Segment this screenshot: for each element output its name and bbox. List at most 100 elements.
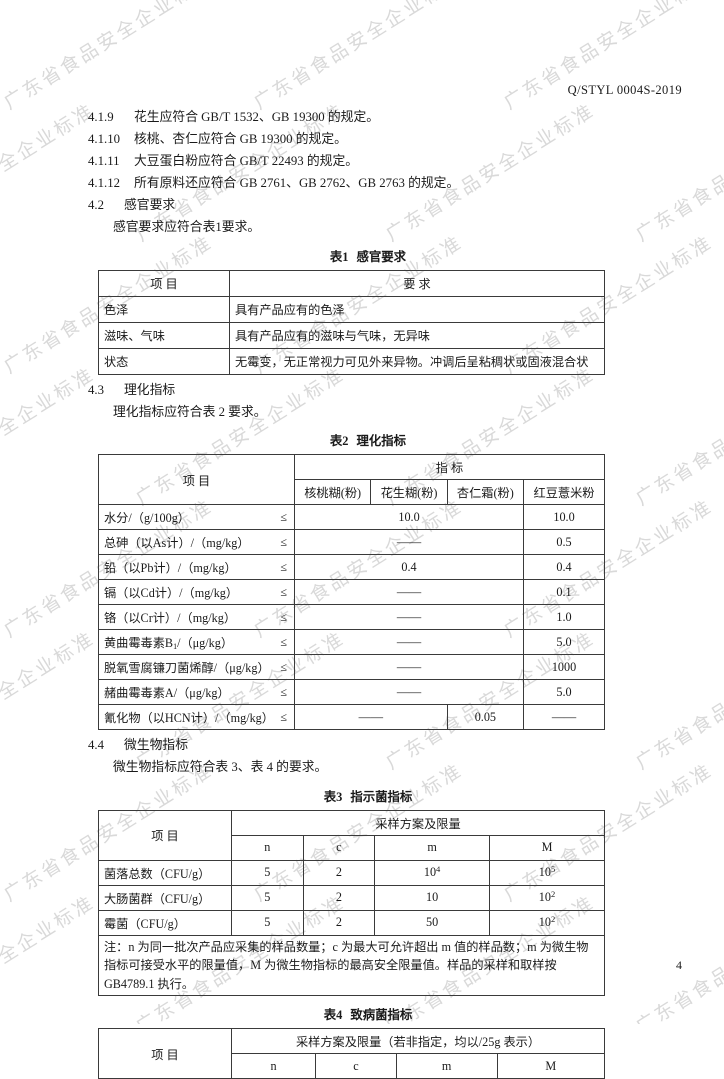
cell-last-value: 0.1: [523, 579, 605, 605]
item-label: 铅（以Pb计）/（mg/kg）: [104, 561, 237, 575]
cell-item: 菌落总数（CFU/g）: [98, 859, 232, 886]
cell-c: 2: [302, 909, 376, 936]
cell-item: 镉（以Cd计）/（mg/kg） ≤: [98, 579, 295, 605]
table-header-row: 项 目 采样方案及限量（若非指定，均以/25g 表示）: [98, 1028, 605, 1079]
cell-third-value: 0.05: [446, 704, 525, 730]
header-peanut-paste: 花生糊(粉): [370, 479, 448, 505]
cell-item: 黄曲霉毒素B1/（μg/kg） ≤: [98, 629, 295, 655]
cell-item: 色泽: [98, 295, 230, 323]
clause-text: 花生应符合 GB/T 1532、GB 19300 的规定。: [134, 110, 380, 124]
section-number: 4.3: [88, 382, 104, 397]
cell-M: 102: [489, 884, 605, 911]
table-4-name: 致病菌指标: [350, 1008, 413, 1022]
table-row: 铅（以Pb计）/（mg/kg） ≤ 0.4 0.4: [98, 554, 605, 580]
header-sampling-scheme: 采样方案及限量（若非指定，均以/25g 表示）: [231, 1028, 605, 1054]
cell-item: 霉菌（CFU/g）: [98, 909, 232, 936]
table-row: 色泽 具有产品应有的色泽: [98, 295, 605, 323]
cell-item: 水分/（g/100g） ≤: [98, 504, 295, 530]
table-sensory-requirements: 项 目 要 求 色泽 具有产品应有的色泽 滋味、气味 具有产品应有的滋味与气味，…: [98, 269, 605, 375]
M-exponent: 2: [550, 889, 556, 899]
table-indicator-bacteria: 项 目 采样方案及限量 n c m M 菌落总数（CFU/g） 5 2 104 …: [98, 809, 605, 997]
comparison-operator: ≤: [280, 509, 287, 524]
table-row: 镉（以Cd计）/（mg/kg） ≤ —— 0.1: [98, 579, 605, 605]
header-m-lower: m: [395, 1053, 498, 1079]
cell-merged-value: ——: [294, 704, 448, 730]
table-2-label: 表2: [329, 434, 349, 448]
cell-last-value: 1000: [523, 654, 605, 680]
item-label: 氰化物（以HCN计）/（mg/kg）: [104, 711, 274, 725]
M-base: 10: [538, 915, 551, 929]
header-m-lower: m: [374, 834, 491, 861]
cell-last-value: 0.5: [523, 529, 605, 555]
item-label: 黄曲霉毒素B1/（μg/kg）: [104, 636, 234, 651]
table-row: 水分/（g/100g） ≤ 10.0 10.0: [98, 504, 605, 530]
section-number: 4.2: [88, 198, 104, 212]
cell-item: 总砷（以As计）/（mg/kg） ≤: [98, 529, 295, 555]
clause-4-1-11: 4.1.11 大豆蛋白粉应符合 GB/T 22493 的规定。: [88, 152, 648, 172]
cell-item: 铬（以Cr计）/（mg/kg） ≤: [98, 604, 295, 630]
header-n: n: [230, 1053, 317, 1079]
document-standard-code: Q/STYL 0004S-2019: [567, 83, 682, 97]
m-base: 10: [423, 865, 437, 879]
cell-merged-value: ——: [293, 529, 525, 555]
section-number: 4.4: [88, 738, 104, 752]
document-page: Q/STYL 0004S-2019 4.1.9 花生应符合 GB/T 1532、G…: [88, 83, 682, 1079]
header-requirement: 要 求: [229, 269, 605, 297]
cell-M: 102: [489, 909, 605, 936]
table-note-row: 注：n 为同一批次产品应采集的样品数量；c 为最大可允许超出 m 值的样品数；m…: [98, 934, 605, 996]
cell-item: 脱氧雪腐镰刀菌烯醇/（μg/kg） ≤: [98, 654, 295, 680]
table-row: 黄曲霉毒素B1/（μg/kg） ≤ —— 5.0: [98, 629, 605, 655]
item-label: 脱氧雪腐镰刀菌烯醇/（μg/kg）: [104, 661, 270, 675]
header-M-upper: M: [489, 834, 605, 861]
clause-4-1-9: 4.1.9 花生应符合 GB/T 1532、GB 19300 的规定。: [88, 108, 648, 128]
clause-number: 4.1.12: [88, 176, 120, 190]
cell-last-value: 1.0: [523, 604, 605, 630]
clause-number: 4.1.10: [88, 132, 120, 146]
item-label: 赭曲霉毒素A/（μg/kg）: [104, 686, 230, 700]
table-row: 状态 无霉变，无正常视力可见外来异物。冲调后呈粘稠状或固液混合状: [98, 347, 605, 375]
comparison-operator: ≤: [280, 684, 287, 699]
comparison-operator: ≤: [280, 534, 287, 549]
table-header-row: 项 目 采样方案及限量: [98, 809, 605, 861]
cell-merged-value: ——: [293, 579, 525, 605]
cell-last-value: 5.0: [523, 679, 605, 705]
cell-n: 5: [231, 884, 304, 911]
table-row: 总砷（以As计）/（mg/kg） ≤ —— 0.5: [98, 529, 605, 555]
cell-item: 赭曲霉毒素A/（μg/kg） ≤: [98, 679, 295, 705]
comparison-operator: ≤: [280, 659, 287, 674]
clause-number: 4.1.11: [88, 154, 120, 168]
clause-number: 4.1.9: [88, 110, 114, 124]
table-row: 赭曲霉毒素A/（μg/kg） ≤ —— 5.0: [98, 679, 605, 705]
table-header-row: 项 目 要 求: [98, 269, 605, 297]
item-label: 铬（以Cr计）/（mg/kg）: [104, 611, 237, 625]
table-1-caption: 表1 感官要求: [88, 247, 648, 265]
header-item: 项 目: [98, 1028, 232, 1079]
section-intro-physchem: 理化指标应符合表 2 要求。: [113, 404, 267, 419]
header-item: 项 目: [98, 269, 230, 297]
clause-text: 大豆蛋白粉应符合 GB/T 22493 的规定。: [134, 154, 359, 168]
section-title: 微生物指标: [124, 738, 188, 752]
cell-item: 氰化物（以HCN计）/（mg/kg） ≤: [98, 704, 295, 730]
m-base: 10: [425, 890, 439, 904]
table-row: 氰化物（以HCN计）/（mg/kg） ≤ —— 0.05 ——: [98, 704, 605, 730]
table-3-caption: 表3 指示菌指标: [88, 787, 648, 805]
header-walnut-paste: 核桃糊(粉): [293, 479, 372, 505]
comparison-operator: ≤: [280, 709, 287, 724]
m-exponent: 4: [436, 864, 441, 874]
table-row: 铬（以Cr计）/（mg/kg） ≤ —— 1.0: [98, 604, 605, 630]
table-row: 霉菌（CFU/g） 5 2 50 102: [98, 909, 605, 936]
table-2-name: 理化指标: [356, 434, 407, 448]
cell-requirement: 具有产品应有的滋味与气味，无异味: [229, 321, 605, 349]
M-exponent: 2: [550, 914, 556, 924]
table-row: 大肠菌群（CFU/g） 5 2 10 102: [98, 884, 605, 911]
page-number: 4: [676, 958, 682, 972]
header-M-upper: M: [496, 1053, 605, 1079]
table-2-caption: 表2 理化指标: [88, 431, 648, 449]
table-pathogen-indicators: 项 目 采样方案及限量（若非指定，均以/25g 表示） n c m M: [98, 1028, 605, 1079]
cell-item: 铅（以Pb计）/（mg/kg） ≤: [98, 554, 295, 580]
cell-n: 5: [231, 859, 304, 886]
cell-last-value: ——: [523, 704, 605, 730]
table-1-label: 表1: [329, 249, 349, 264]
header-sampling-scheme: 采样方案及限量: [231, 809, 605, 836]
M-base: 10: [538, 890, 551, 904]
